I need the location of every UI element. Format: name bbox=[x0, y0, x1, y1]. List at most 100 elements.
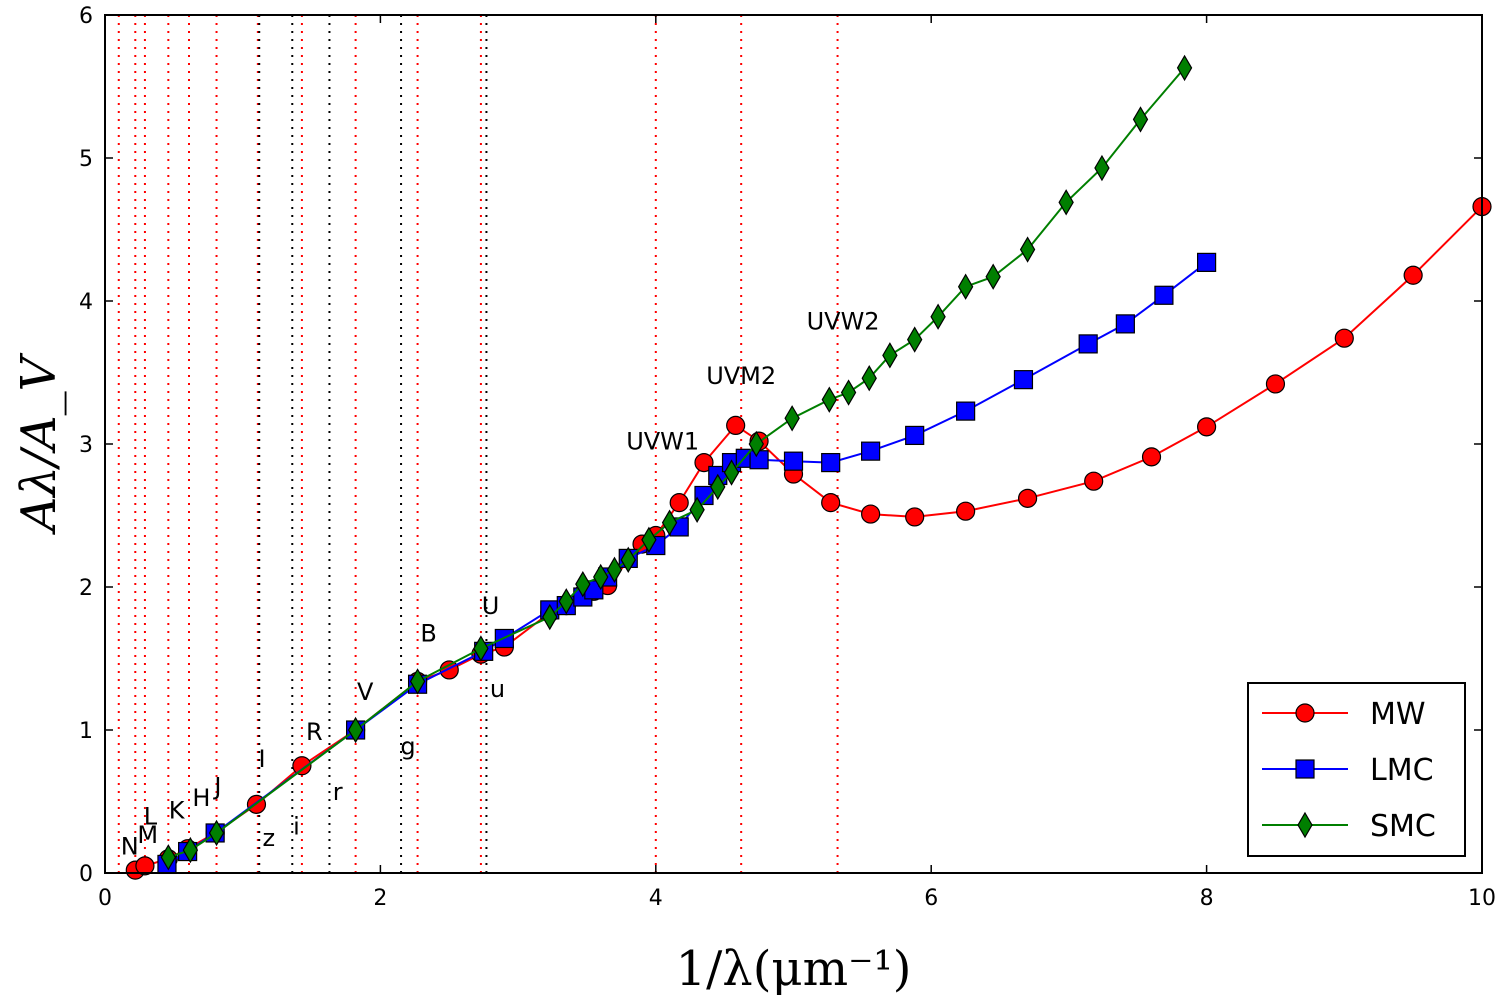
legend-mw-label: MW bbox=[1370, 697, 1426, 732]
band-label: M bbox=[137, 821, 158, 849]
smc-point bbox=[575, 570, 591, 598]
smc-point bbox=[558, 588, 574, 615]
smc-point bbox=[606, 556, 623, 584]
band-label: K bbox=[169, 797, 186, 825]
series-layer bbox=[125, 54, 1492, 880]
lmc-point bbox=[1078, 334, 1098, 354]
smc-point bbox=[710, 473, 726, 501]
band-label: N bbox=[121, 832, 139, 860]
smc-point bbox=[160, 844, 177, 871]
y-axis-title: Aλ/A_V bbox=[11, 352, 67, 535]
lmc-point bbox=[956, 401, 976, 421]
legend-mw-marker bbox=[1295, 703, 1315, 723]
lmc-point bbox=[783, 451, 804, 471]
band-label: U bbox=[482, 592, 500, 620]
smc-point bbox=[985, 263, 1001, 290]
lmc-point bbox=[905, 425, 925, 446]
mw-point bbox=[821, 493, 841, 513]
band-label: UVW2 bbox=[807, 308, 880, 336]
lmc-point bbox=[1196, 252, 1217, 272]
smc-point bbox=[1058, 189, 1074, 216]
smc-point bbox=[689, 496, 705, 523]
smc-point bbox=[906, 326, 923, 353]
band-label: i bbox=[293, 812, 300, 840]
mw-point bbox=[1265, 374, 1286, 394]
lmc-point bbox=[1154, 285, 1174, 305]
smc-point bbox=[661, 509, 678, 536]
mw-point bbox=[1084, 471, 1104, 491]
y-tick-label: 3 bbox=[79, 433, 93, 458]
smc-point bbox=[208, 819, 225, 847]
smc-point bbox=[784, 405, 800, 432]
smc-point bbox=[821, 386, 837, 413]
mw-point bbox=[1196, 417, 1217, 437]
mw-point bbox=[905, 507, 925, 527]
lmc-point bbox=[694, 485, 714, 506]
band-label: I bbox=[258, 745, 265, 773]
band-label: r bbox=[333, 778, 343, 806]
smc-point bbox=[723, 459, 740, 486]
smc-point bbox=[1176, 54, 1193, 82]
mw-point bbox=[1017, 488, 1038, 508]
smc-point bbox=[409, 668, 426, 695]
x-tick-label: 10 bbox=[1468, 886, 1496, 911]
lmc-point bbox=[821, 452, 841, 473]
x-tick-label: 6 bbox=[924, 886, 938, 911]
series-smc bbox=[160, 54, 1193, 871]
mw-point bbox=[1334, 328, 1354, 348]
smc-point bbox=[641, 526, 657, 554]
legend-lmc-marker bbox=[1295, 759, 1315, 779]
smc-point bbox=[473, 635, 489, 662]
lmc-point bbox=[749, 450, 769, 470]
smc-point bbox=[1094, 154, 1110, 182]
series-lmc bbox=[157, 252, 1217, 875]
mw-point bbox=[726, 415, 746, 436]
smc-point bbox=[542, 603, 558, 631]
y-tick-label: 4 bbox=[79, 290, 93, 315]
x-tick-label: 8 bbox=[1200, 886, 1214, 911]
band-label: UVM2 bbox=[706, 362, 776, 390]
smc-point bbox=[840, 379, 857, 406]
y-tick-label: 1 bbox=[79, 719, 93, 744]
band-label: UVW1 bbox=[626, 428, 699, 456]
band-label: H bbox=[192, 784, 210, 812]
smc-point bbox=[182, 836, 199, 864]
mw-point bbox=[1141, 447, 1162, 467]
y-tick-label: 2 bbox=[79, 576, 93, 601]
smc-point bbox=[861, 365, 877, 392]
band-label: u bbox=[490, 675, 505, 703]
mw-point bbox=[439, 660, 459, 680]
filter-band-lines bbox=[117, 15, 839, 873]
smc-point bbox=[1132, 106, 1149, 133]
legend-lmc-label: LMC bbox=[1370, 753, 1434, 788]
band-label: R bbox=[306, 718, 323, 746]
y-tick-label: 0 bbox=[79, 862, 93, 887]
smc-point bbox=[593, 563, 609, 591]
x-tick-label: 4 bbox=[649, 886, 663, 911]
y-tick-label: 6 bbox=[79, 4, 93, 29]
lmc-point bbox=[1115, 314, 1135, 334]
mw-point bbox=[956, 501, 976, 521]
band-label: V bbox=[357, 678, 374, 706]
x-tick-label: 0 bbox=[98, 886, 112, 911]
smc-point bbox=[957, 273, 974, 300]
band-label: J bbox=[212, 772, 221, 800]
x-axis-title: 1/λ(μm⁻¹) bbox=[676, 941, 912, 997]
mw-point bbox=[861, 504, 881, 524]
mw-point bbox=[135, 856, 155, 876]
smc-point bbox=[930, 303, 946, 330]
smc-point bbox=[620, 546, 636, 574]
y-tick-label: 5 bbox=[79, 147, 93, 172]
filter-band-labels: NML K H J Iz i Rr Vg B Uu UVW1 UVM2 UVW2 bbox=[121, 308, 880, 861]
legend: MW LMC SMC bbox=[1247, 682, 1466, 857]
mw-point bbox=[669, 493, 689, 513]
axis-ticks: 0 2 4 6 8 10 0 1 2 3 4 5 6 bbox=[79, 4, 1496, 911]
band-label: g bbox=[400, 732, 415, 760]
legend-smc-marker bbox=[1297, 811, 1313, 839]
smc-point bbox=[347, 716, 364, 744]
band-label: z bbox=[263, 824, 276, 852]
smc-point bbox=[748, 430, 765, 458]
lmc-line bbox=[166, 261, 1208, 866]
band-label: B bbox=[420, 619, 436, 647]
